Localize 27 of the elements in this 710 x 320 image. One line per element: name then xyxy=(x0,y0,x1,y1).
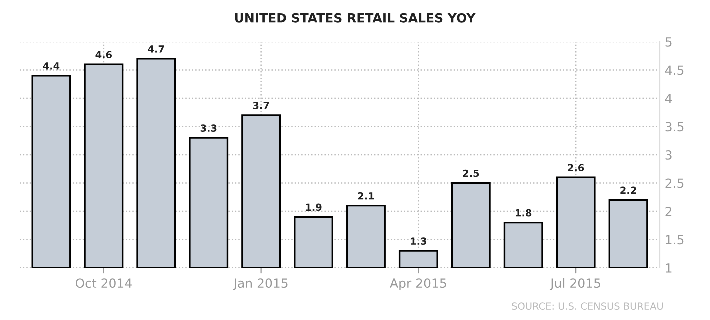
y-tick-label: 2 xyxy=(666,206,672,216)
chart-title: UNITED STATES RETAIL SALES YOY xyxy=(235,13,476,23)
data-label: 4.7 xyxy=(148,46,164,53)
source-note: SOURCE: U.S. CENSUS BUREAU xyxy=(512,302,664,310)
data-label: 2.6 xyxy=(568,164,584,172)
data-label: 2.1 xyxy=(358,192,374,200)
x-tick-label: Oct 2014 xyxy=(76,278,132,288)
data-label: 1.3 xyxy=(411,238,427,245)
y-tick-label: 1.5 xyxy=(666,235,684,245)
data-label: 1.8 xyxy=(516,209,532,217)
x-tick-label: Jul 2015 xyxy=(550,278,600,290)
data-label: 1.9 xyxy=(306,204,322,212)
y-tick-label: 1 xyxy=(666,264,672,273)
y-tick-label: 4 xyxy=(665,94,672,104)
y-tick-label: 2.5 xyxy=(666,178,684,188)
data-label: 2.5 xyxy=(463,170,480,178)
x-tick-label: Apr 2015 xyxy=(390,278,446,291)
y-tick-label: 3 xyxy=(666,150,672,160)
data-label: 4.4 xyxy=(43,62,60,70)
y-tick-label: 4.5 xyxy=(665,66,684,76)
data-label: 3.7 xyxy=(253,102,270,110)
x-tick-label: Jan 2015 xyxy=(233,278,288,290)
data-label: 4.6 xyxy=(96,51,112,59)
y-tick-label: 3.5 xyxy=(666,122,684,132)
data-label: 2.2 xyxy=(620,186,636,194)
data-label: 3.3 xyxy=(200,124,217,132)
y-tick-label: 5 xyxy=(666,38,672,47)
